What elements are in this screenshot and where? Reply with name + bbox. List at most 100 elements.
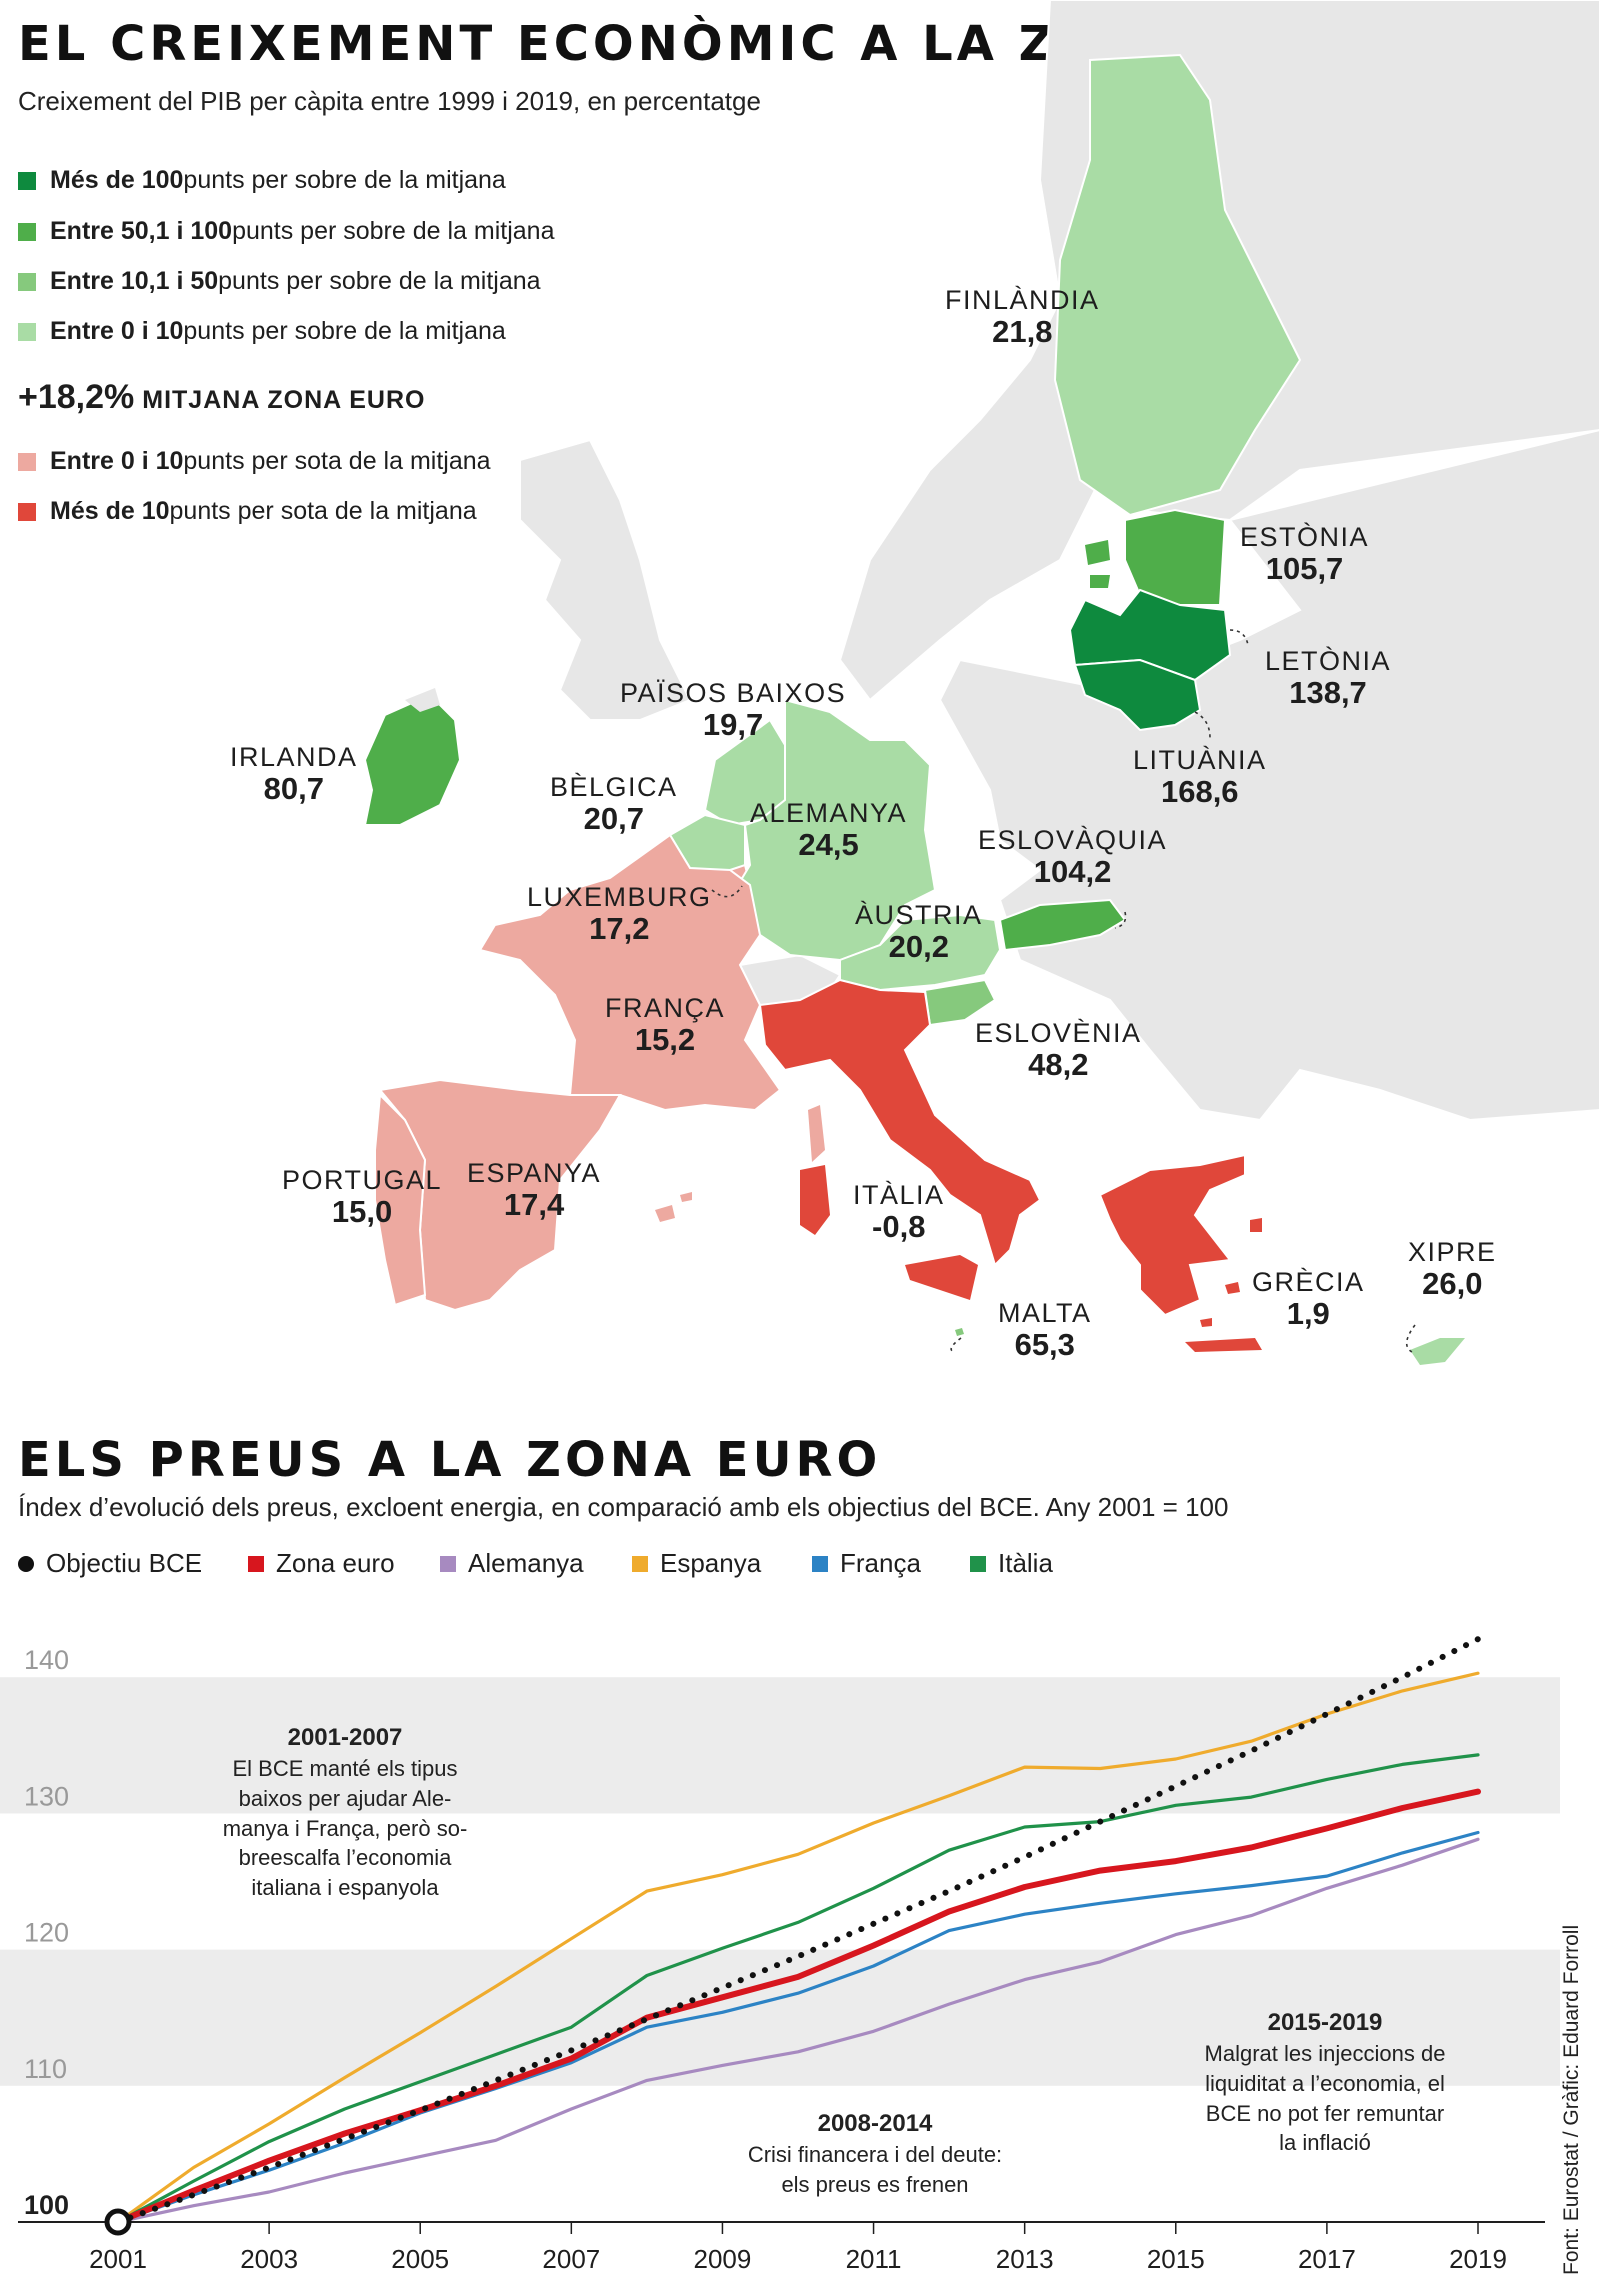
legend-text: punts per sobre de la mitjana	[183, 166, 506, 194]
source-credit: Font: Eurostat / Gràfic: Eduard Forroll	[1560, 1924, 1583, 2275]
x-tick-label: 2017	[1298, 2244, 1356, 2274]
country-lituania	[1073, 658, 1202, 732]
label-franca: FRANÇA 15,2	[605, 993, 726, 1058]
y-tick-label: 110	[24, 2054, 67, 2084]
legend-label: Espanya	[660, 1548, 762, 1578]
label-portugal: PORTUGAL 15,0	[282, 1165, 443, 1230]
legend-below-1: Entre 0 i 10 punts per sota de la mitjan…	[18, 447, 491, 476]
legend-swatch	[18, 502, 36, 521]
legend-text: punts per sobre de la mitjana	[218, 267, 541, 295]
average-value: +18,2%	[18, 378, 135, 416]
legend-alemanya: Alemanya	[440, 1548, 584, 1579]
legend-swatch	[970, 1555, 986, 1572]
legend-label: França	[840, 1548, 921, 1578]
legend-italia: Itàlia	[970, 1548, 1053, 1579]
east-europe-land	[938, 428, 1600, 1122]
legend-swatch	[18, 322, 36, 341]
y-tick-label: 130	[24, 1781, 69, 1811]
label-eslovenia: ESLOVÈNIA 48,2	[975, 1018, 1142, 1083]
island-sardenya	[800, 1165, 830, 1235]
island-malta	[955, 1328, 964, 1336]
price-chart: 100 110 120 130 140 2001 2003 2005 2007 2009 2011 2…	[0, 1636, 1560, 2274]
legend-above-1: Més de 100 punts per sobre de la mitjana	[18, 166, 506, 195]
map-subtitle: Creixement del PIB per càpita entre 1999…	[18, 86, 761, 116]
country-estonia	[1124, 508, 1227, 606]
label-espanya: ESPANYA 17,4	[467, 1158, 602, 1223]
prices-title: ELS PREUS A LA ZONA EURO	[18, 1432, 882, 1488]
northern-ireland	[405, 688, 440, 712]
series-line-espanya	[116, 1671, 1480, 2224]
legend-text: punts per sota de la mitjana	[183, 447, 491, 475]
country-xipre	[1410, 1338, 1465, 1365]
country-franca	[478, 833, 782, 1112]
legend-above-2: Entre 50,1 i 100 punts per sobre de la m…	[18, 217, 554, 246]
island-balears	[655, 1192, 692, 1222]
legend-swatch	[812, 1555, 828, 1572]
legend-label: Itàlia	[998, 1548, 1053, 1578]
label-alemanya: ALEMANYA 24,5	[750, 798, 908, 863]
island-hiiumaa	[1090, 575, 1110, 588]
series-line-alemanya	[116, 1837, 1480, 2224]
label-irlanda: IRLANDA 80,7	[230, 742, 358, 807]
label-grecia: GRÈCIA 1,9	[1252, 1267, 1365, 1332]
annotation-2015-2019: 2015-2019 Malgrat les injeccions de liqui…	[1204, 2009, 1446, 2156]
x-tick-label: 2013	[996, 2244, 1054, 2274]
legend-swatch	[248, 1555, 264, 1572]
legend-label: Objectiu BCE	[46, 1548, 203, 1578]
label-belgica: BÈLGICA 20,7	[550, 772, 678, 837]
prices-subtitle: Índex d’evolució dels preus, excloent en…	[18, 1492, 1229, 1522]
series-line-it-lia	[116, 1753, 1480, 2224]
label-finlandia: FINLÀNDIA 21,8	[945, 285, 1100, 350]
country-grecia	[1098, 1153, 1246, 1317]
legend-swatch	[440, 1555, 456, 1572]
legend-swatch	[18, 171, 36, 190]
legend-bold: Més de 10	[50, 497, 170, 525]
series-line-fran-a	[116, 1830, 1480, 2224]
x-tick-label: 2001	[89, 2244, 147, 2274]
label-paisos-baixos: PAÏSOS BAIXOS 19,7	[620, 678, 847, 743]
series-line-zona-euro	[115, 1788, 1481, 2225]
europe-map	[363, 0, 1600, 1365]
country-italia	[758, 978, 1042, 1267]
x-tick-label: 2003	[240, 2244, 298, 2274]
label-italia: ITÀLIA -0,8	[853, 1180, 945, 1245]
legend-franca: França	[812, 1548, 921, 1579]
country-finlandia	[1053, 53, 1302, 517]
country-portugal	[374, 1092, 427, 1307]
label-letonia: LETÒNIA 138,7	[1265, 646, 1392, 711]
legend-bold: Entre 10,1 i 50	[50, 267, 219, 295]
eurozone-average: +18,2% MITJANA ZONA EURO	[18, 378, 425, 417]
legend-swatch	[18, 222, 36, 241]
x-tick-label: 2009	[694, 2244, 752, 2274]
island-corsega	[808, 1105, 825, 1162]
country-irlanda	[363, 693, 462, 826]
legend-below-2: Més de 10 punts per sota de la mitjana	[18, 497, 477, 526]
legend-swatch	[632, 1555, 648, 1572]
annotation-2001-2007: 2001-2007 El BCE manté els tipus baixos p…	[222, 1724, 468, 1901]
x-tick-label: 2007	[542, 2244, 600, 2274]
island-saaremaa	[1085, 540, 1110, 565]
legend-bold: Entre 0 i 10	[50, 317, 184, 345]
x-tick-label: 2015	[1147, 2244, 1205, 2274]
label-eslovaquia: ESLOVÀQUIA 104,2	[978, 825, 1168, 890]
islands-aegean	[1200, 1218, 1262, 1327]
y-tick-label: 120	[24, 1918, 69, 1948]
y-tick-label: 100	[24, 2190, 69, 2220]
legend-bold: Entre 50,1 i 100	[50, 217, 233, 245]
x-tick-label: 2019	[1449, 2244, 1507, 2274]
legend-bold: Entre 0 i 10	[50, 447, 184, 475]
legend-swatch	[18, 272, 36, 291]
label-estonia: ESTÒNIA 105,7	[1240, 522, 1370, 587]
grid-band	[0, 1949, 1560, 2086]
legend-label: Zona euro	[276, 1548, 395, 1578]
label-xipre: XIPRE 26,0	[1408, 1237, 1497, 1302]
average-label: MITJANA ZONA EURO	[142, 386, 426, 414]
legend-zona-euro: Zona euro	[248, 1548, 395, 1579]
annotation-2008-2014: 2008-2014 Crisi financera i del deute: el…	[747, 2110, 1003, 2198]
country-letonia	[1068, 588, 1232, 682]
island-sicilia	[905, 1255, 978, 1300]
legend-text: punts per sobre de la mitjana	[183, 317, 506, 345]
legend-bold: Més de 100	[50, 166, 184, 194]
label-malta: MALTA 65,3	[998, 1298, 1092, 1363]
legend-espanya: Espanya	[632, 1548, 761, 1579]
